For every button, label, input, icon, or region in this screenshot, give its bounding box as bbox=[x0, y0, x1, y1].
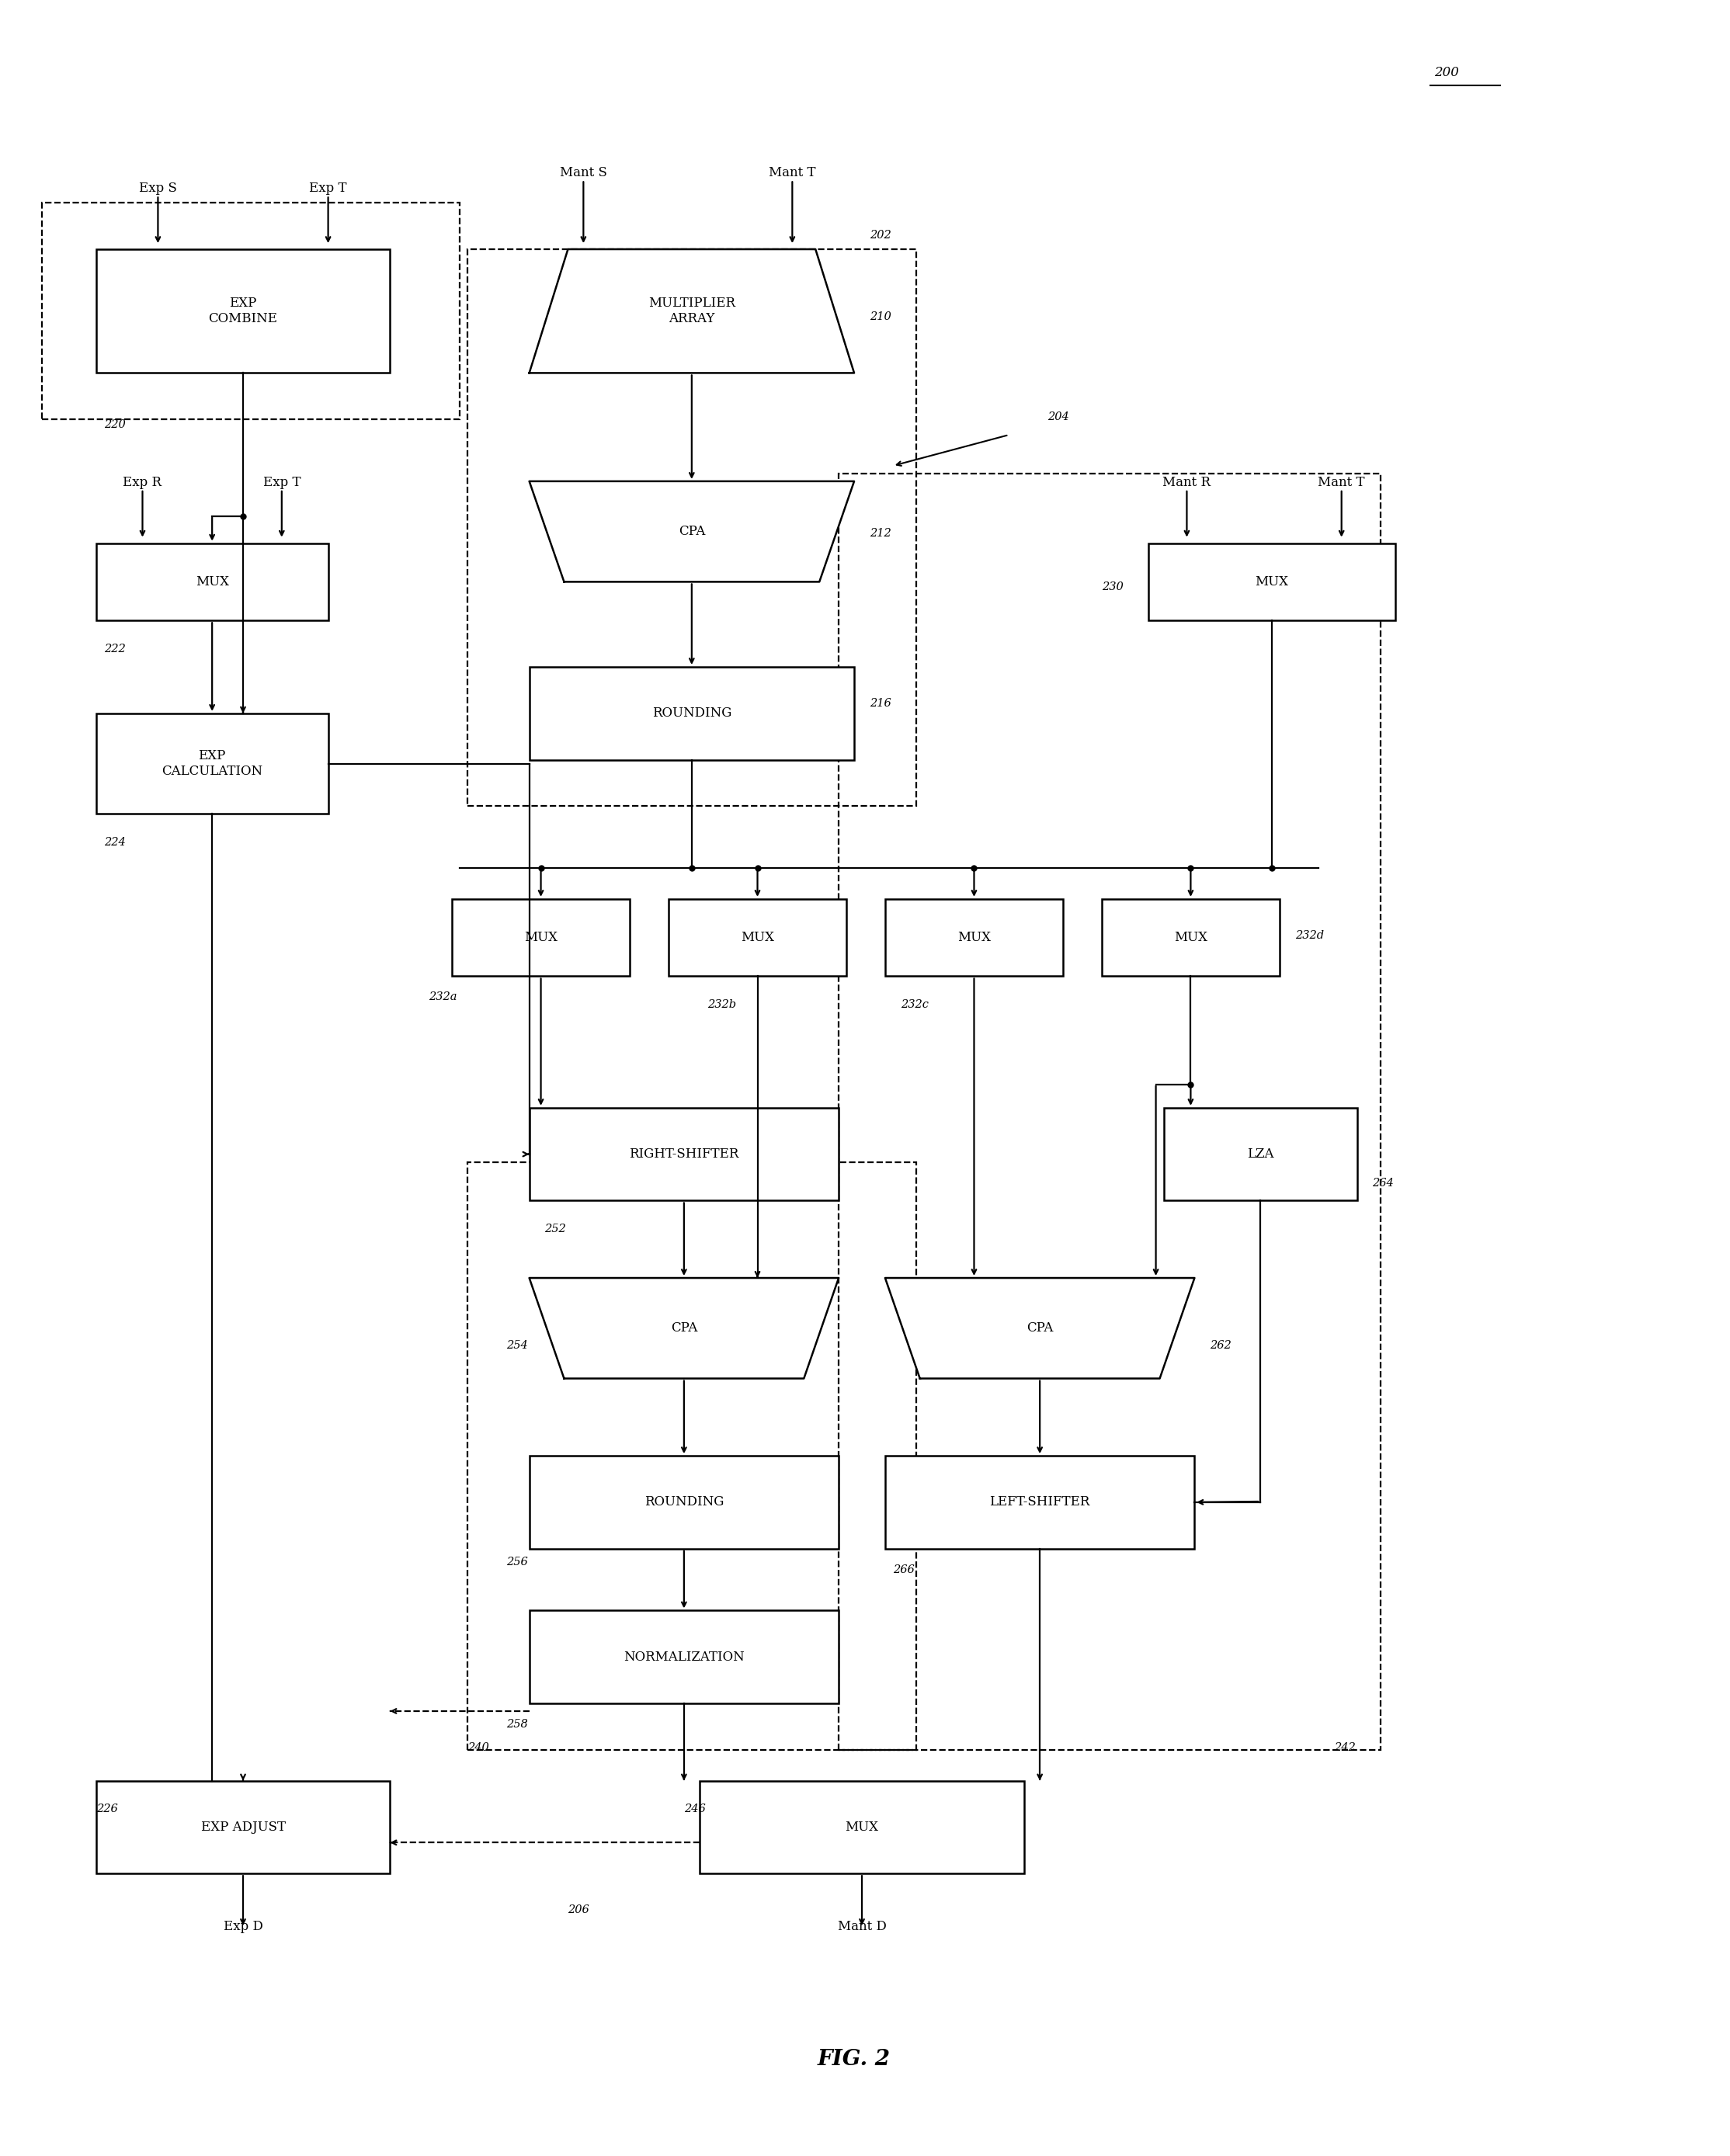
Text: 206: 206 bbox=[567, 1904, 590, 1915]
Text: ROUNDING: ROUNDING bbox=[652, 707, 732, 720]
Text: LEFT-SHIFTER: LEFT-SHIFTER bbox=[990, 1496, 1090, 1509]
Bar bbox=[467, 250, 917, 806]
Text: RIGHT-SHIFTER: RIGHT-SHIFTER bbox=[630, 1147, 739, 1160]
Text: 200: 200 bbox=[1434, 67, 1458, 80]
Text: Exp S: Exp S bbox=[138, 181, 176, 194]
Polygon shape bbox=[529, 1279, 839, 1378]
Text: Mant T: Mant T bbox=[768, 166, 817, 179]
Text: 264: 264 bbox=[1372, 1177, 1394, 1188]
Text: EXP ADJUST: EXP ADJUST bbox=[201, 1820, 285, 1835]
Polygon shape bbox=[886, 1279, 1194, 1378]
Text: MUX: MUX bbox=[195, 576, 228, 589]
Bar bbox=[699, 1781, 1024, 1874]
Text: 232b: 232b bbox=[708, 1000, 735, 1011]
Text: 210: 210 bbox=[870, 310, 891, 321]
Text: Mant R: Mant R bbox=[1163, 476, 1211, 489]
Text: 232c: 232c bbox=[901, 1000, 929, 1011]
Polygon shape bbox=[529, 481, 855, 582]
Text: EXP
COMBINE: EXP COMBINE bbox=[209, 298, 277, 326]
Bar bbox=[97, 250, 389, 373]
Text: Exp R: Exp R bbox=[123, 476, 163, 489]
Text: 254: 254 bbox=[507, 1339, 528, 1350]
Bar bbox=[1102, 899, 1280, 977]
Text: 220: 220 bbox=[104, 420, 125, 431]
Text: 202: 202 bbox=[870, 231, 891, 241]
Text: 266: 266 bbox=[893, 1563, 915, 1576]
Text: 230: 230 bbox=[1102, 582, 1123, 593]
Text: MUX: MUX bbox=[1175, 931, 1208, 944]
Bar bbox=[529, 1108, 839, 1201]
Text: 242: 242 bbox=[1334, 1742, 1355, 1753]
Text: MUX: MUX bbox=[1256, 576, 1289, 589]
Text: MUX: MUX bbox=[957, 931, 991, 944]
Polygon shape bbox=[529, 250, 855, 373]
Text: Mant T: Mant T bbox=[1318, 476, 1365, 489]
Bar bbox=[529, 1611, 839, 1703]
Bar bbox=[1149, 543, 1396, 621]
Text: 256: 256 bbox=[507, 1557, 528, 1567]
Text: MUX: MUX bbox=[740, 931, 773, 944]
Text: 232a: 232a bbox=[429, 992, 457, 1003]
Bar bbox=[452, 899, 630, 977]
Bar bbox=[467, 1162, 917, 1751]
Text: 222: 222 bbox=[104, 645, 125, 655]
Text: 262: 262 bbox=[1209, 1339, 1232, 1350]
Bar bbox=[668, 899, 846, 977]
Text: MUX: MUX bbox=[524, 931, 557, 944]
Bar bbox=[1164, 1108, 1356, 1201]
Bar bbox=[97, 1781, 389, 1874]
Text: MUX: MUX bbox=[846, 1820, 879, 1835]
Bar bbox=[839, 474, 1381, 1751]
Text: 226: 226 bbox=[97, 1805, 118, 1815]
Text: Exp T: Exp T bbox=[263, 476, 301, 489]
Text: 252: 252 bbox=[545, 1225, 566, 1235]
Bar bbox=[529, 666, 855, 759]
Bar bbox=[886, 1455, 1194, 1548]
Text: 212: 212 bbox=[870, 528, 891, 539]
Text: 224: 224 bbox=[104, 837, 125, 847]
Text: ROUNDING: ROUNDING bbox=[644, 1496, 723, 1509]
Text: Mant S: Mant S bbox=[561, 166, 607, 179]
Text: 204: 204 bbox=[1048, 412, 1069, 423]
Text: LZA: LZA bbox=[1247, 1147, 1273, 1160]
Text: MULTIPLIER
ARRAY: MULTIPLIER ARRAY bbox=[649, 298, 735, 326]
Text: 258: 258 bbox=[507, 1718, 528, 1729]
Text: 232d: 232d bbox=[1296, 929, 1323, 940]
Text: CPA: CPA bbox=[1026, 1322, 1054, 1335]
Text: FIG. 2: FIG. 2 bbox=[818, 2048, 891, 2070]
Text: EXP
CALCULATION: EXP CALCULATION bbox=[161, 750, 263, 778]
Bar bbox=[886, 899, 1062, 977]
Text: CPA: CPA bbox=[678, 524, 706, 539]
Text: Exp D: Exp D bbox=[223, 1921, 263, 1934]
Text: 240: 240 bbox=[467, 1742, 490, 1753]
Bar bbox=[42, 203, 460, 420]
Text: CPA: CPA bbox=[671, 1322, 697, 1335]
Text: NORMALIZATION: NORMALIZATION bbox=[623, 1649, 744, 1664]
Bar bbox=[97, 714, 329, 813]
Bar bbox=[529, 1455, 839, 1548]
Bar bbox=[97, 543, 329, 621]
Text: Mant D: Mant D bbox=[837, 1921, 886, 1934]
Text: Exp T: Exp T bbox=[310, 181, 348, 194]
Text: 216: 216 bbox=[870, 699, 891, 709]
Text: 246: 246 bbox=[683, 1805, 706, 1815]
